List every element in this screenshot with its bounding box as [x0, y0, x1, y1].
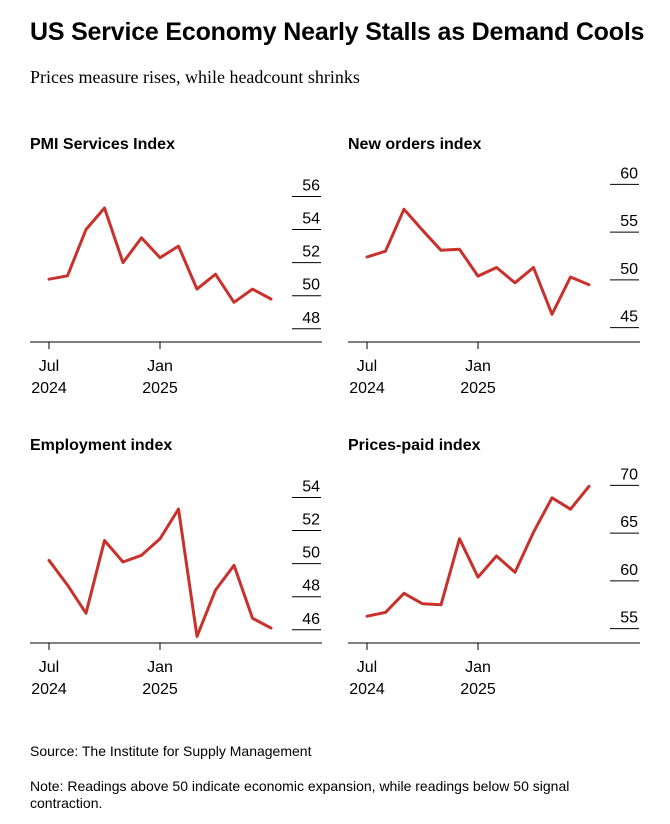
- y-tick-label: 55: [620, 213, 638, 230]
- footnote: Note: Readings above 50 indicate economi…: [30, 778, 570, 811]
- y-tick-label: 48: [302, 310, 320, 327]
- y-tick-label: 45: [620, 309, 638, 326]
- series-line: [365, 207, 591, 316]
- y-tick-label: 55: [620, 610, 638, 627]
- pmi-services-chart: 48 50 52 54 56 Jul 2024 Jan 2025: [30, 177, 322, 397]
- panel-title: New orders index: [348, 136, 482, 153]
- y-tick-label: 50: [302, 277, 320, 294]
- x-tick-label-line: Jul: [357, 358, 377, 375]
- x-tick-label-line: 2024: [31, 380, 67, 397]
- chart-headline: US Service Economy Nearly Stalls as Dema…: [30, 18, 645, 46]
- x-tick-label: Jan 2025: [142, 659, 178, 698]
- y-tick-label: 50: [302, 545, 320, 562]
- x-tick-label: Jan 2025: [460, 358, 496, 397]
- panel-employment: Employment index 46 48 50 52 54 Jul 2024 Jan 202…: [30, 437, 330, 707]
- x-tick-label-line: 2025: [142, 380, 178, 397]
- x-tick-label-line: Jul: [39, 659, 59, 676]
- panel-title: PMI Services Index: [30, 136, 175, 153]
- y-tick-label: 50: [620, 261, 638, 278]
- y-tick-label: 52: [302, 244, 320, 261]
- x-tick-label-line: Jan: [465, 358, 491, 375]
- x-tick-label-line: 2025: [460, 380, 496, 397]
- x-tick-label-line: 2024: [31, 681, 67, 698]
- y-tick-label: 54: [302, 478, 320, 495]
- x-tick-label: Jul 2024: [31, 358, 67, 397]
- panel-title: Employment index: [30, 437, 173, 454]
- panel-prices-paid: Prices-paid index 55 60 65 70 Jul 2024 Jan 2025: [348, 437, 648, 707]
- x-tick-label-line: Jul: [357, 659, 377, 676]
- source-note: Source: The Institute for Supply Managem…: [30, 743, 312, 759]
- series-line: [47, 507, 273, 638]
- prices-paid-chart: 55 60 65 70 Jul 2024 Jan 2025: [348, 466, 640, 698]
- x-tick-label-line: Jul: [39, 358, 59, 375]
- employment-chart: 46 48 50 52 54 Jul 2024 Jan 2025: [30, 478, 322, 698]
- x-tick-label: Jul 2024: [349, 358, 385, 397]
- y-tick-label: 60: [620, 562, 638, 579]
- y-tick-label: 56: [302, 177, 320, 194]
- series-line: [47, 206, 273, 304]
- series-line: [365, 484, 591, 618]
- x-tick-label-line: Jan: [147, 659, 173, 676]
- y-tick-label: 52: [302, 512, 320, 529]
- y-tick-label: 54: [302, 211, 320, 228]
- y-tick-label: 70: [620, 466, 638, 483]
- x-tick-label-line: 2024: [349, 681, 385, 698]
- x-tick-label: Jul 2024: [349, 659, 385, 698]
- x-tick-label-line: Jan: [147, 358, 173, 375]
- new-orders-chart: 45 50 55 60 Jul 2024 Jan 2025: [348, 165, 640, 397]
- x-tick-label-line: 2024: [349, 380, 385, 397]
- x-tick-label: Jan 2025: [142, 358, 178, 397]
- panel-new-orders: New orders index 45 50 55 60 Jul 2024 Jan 2025: [348, 136, 648, 406]
- x-tick-label-line: Jan: [465, 659, 491, 676]
- y-tick-label: 60: [620, 165, 638, 182]
- panel-title: Prices-paid index: [348, 437, 481, 454]
- panel-pmi-services: PMI Services Index 48 50 52 54 56 Jul 2024 Jan 2…: [30, 136, 330, 406]
- x-tick-label-line: 2025: [460, 681, 496, 698]
- chart-subtitle: Prices measure rises, while headcount sh…: [30, 67, 360, 87]
- x-tick-label: Jul 2024: [31, 659, 67, 698]
- y-tick-label: 65: [620, 514, 638, 531]
- y-tick-label: 46: [302, 611, 320, 628]
- y-tick-label: 48: [302, 578, 320, 595]
- x-tick-label-line: 2025: [142, 681, 178, 698]
- x-tick-label: Jan 2025: [460, 659, 496, 698]
